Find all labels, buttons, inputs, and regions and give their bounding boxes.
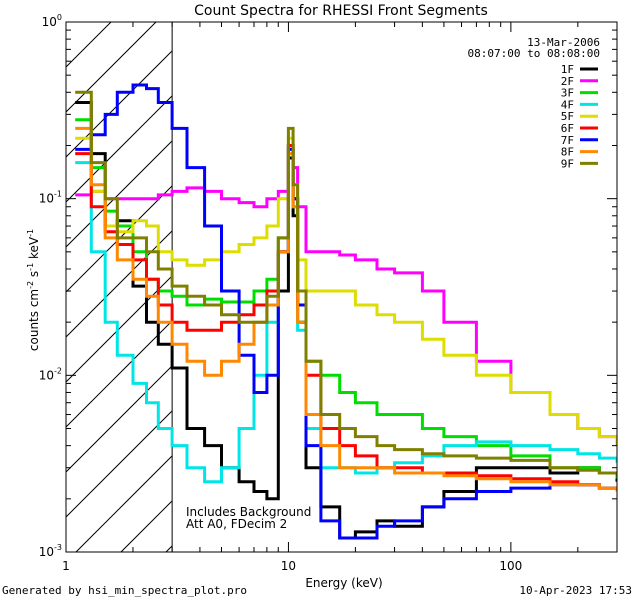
legend-label-7F: 7F — [561, 134, 574, 147]
chart-title: Count Spectra for RHESSI Front Segments — [194, 3, 488, 19]
x-tick-label: 1 — [62, 559, 70, 573]
legend-label-2F: 2F — [561, 75, 574, 88]
plot-frame — [65, 21, 618, 553]
note-line-1: Includes Background — [186, 505, 311, 519]
hatch-lines — [65, 21, 173, 553]
footer-generator-text: Generated by hsi_min_spectra_plot.pro — [2, 584, 248, 597]
legend-label-5F: 5F — [561, 110, 574, 123]
legend-label-9F: 9F — [561, 157, 574, 170]
y-tick-label: 10-2 — [39, 366, 62, 382]
x-tick-label: 100 — [499, 559, 522, 573]
series-lines — [75, 83, 617, 540]
series-line-4F — [75, 144, 617, 484]
y-tick-label: 10-1 — [39, 190, 62, 206]
y-tick-label: 100 — [42, 13, 62, 29]
series-line-6F — [75, 144, 617, 492]
series-line-8F — [75, 126, 617, 492]
series-line-1F — [75, 101, 617, 540]
legend-label-3F: 3F — [561, 87, 574, 100]
x-axis-label: Energy (keV) — [305, 576, 382, 590]
legend-label-6F: 6F — [561, 122, 574, 135]
axis-ticks: 1 10 100 100 10-1 10-2 10-3 — [39, 13, 618, 573]
legend-label-1F: 1F — [561, 63, 574, 76]
legend-label-8F: 8F — [561, 146, 574, 159]
x-tick-label: 10 — [281, 559, 296, 573]
note-line-2: Att A0, FDecim 2 — [186, 517, 287, 531]
y-axis-label: counts cm-2 s-1 keV-1 — [26, 229, 41, 351]
series-line-3F — [75, 118, 617, 479]
footer-timestamp: 10-Apr-2023 17:53 — [519, 584, 632, 597]
series-line-7F — [75, 83, 617, 540]
time-range-label: 08:07:00 to 08:08:00 — [468, 47, 600, 60]
date-label: 13-Mar-2006 — [527, 36, 600, 49]
series-line-9F — [75, 90, 617, 476]
legend-label-4F: 4F — [561, 98, 574, 111]
y-tick-label: 10-3 — [39, 543, 62, 559]
